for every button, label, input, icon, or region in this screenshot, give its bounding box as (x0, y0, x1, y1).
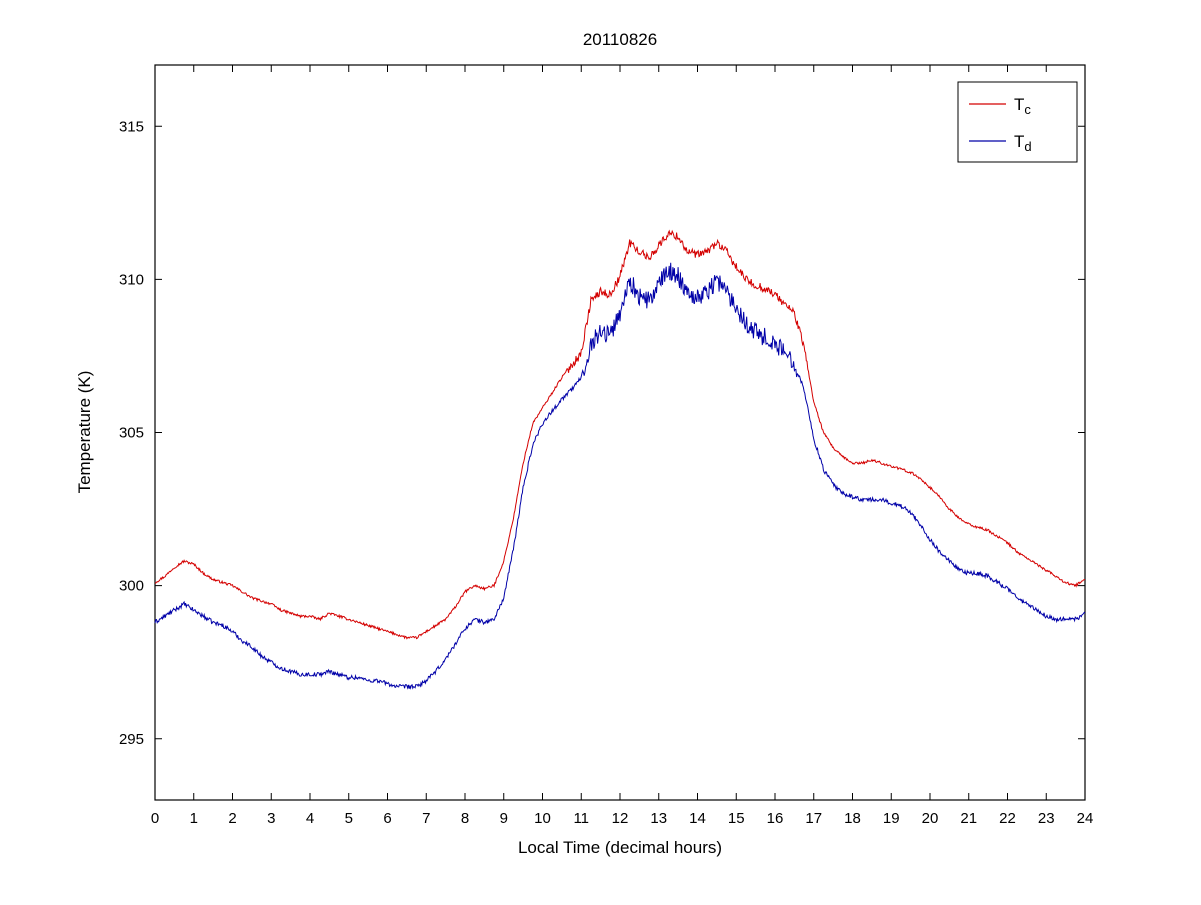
x-tick-label: 0 (151, 810, 159, 827)
x-tick-label: 5 (345, 810, 353, 827)
x-tick-label: 24 (1077, 810, 1094, 827)
x-tick-label: 23 (1038, 810, 1055, 827)
x-tick-label: 6 (383, 810, 391, 827)
y-tick-label: 300 (119, 578, 144, 595)
x-tick-label: 14 (689, 810, 706, 827)
x-tick-label: 9 (500, 810, 508, 827)
chart-title: 20110826 (583, 30, 657, 49)
x-tick-label: 19 (883, 810, 900, 827)
series-line-Tc (155, 229, 1086, 640)
y-axis-label: Temperature (K) (75, 371, 94, 494)
x-tick-label: 17 (805, 810, 822, 827)
y-tick-label: 305 (119, 425, 144, 442)
x-tick-label: 16 (767, 810, 784, 827)
y-tick-label: 315 (119, 118, 144, 135)
x-tick-label: 10 (534, 810, 551, 827)
x-tick-label: 8 (461, 810, 469, 827)
plot-area: 0 1 2 3 4 5 6 7 8 9 10 11 12 13 14 15 16 17 18 19 20 21 22 23 24… (119, 64, 1094, 827)
x-tick-label: 15 (728, 810, 745, 827)
x-tick-label: 3 (267, 810, 275, 827)
x-axis-label: Local Time (decimal hours) (518, 838, 722, 857)
x-tick-label: 22 (999, 810, 1016, 827)
y-tick-label: 310 (119, 271, 144, 288)
x-tick-label: 11 (573, 810, 589, 827)
x-tick-label: 4 (306, 810, 314, 827)
x-tick-label: 1 (190, 810, 198, 827)
x-tick-label: 7 (422, 810, 430, 827)
series-line-Td (154, 262, 1086, 690)
x-tick-label: 18 (844, 810, 861, 827)
x-tick-label: 12 (612, 810, 629, 827)
x-tick-label: 13 (650, 810, 667, 827)
x-tick-label: 2 (228, 810, 236, 827)
axes-box (154, 64, 1086, 801)
x-tick-label: 21 (960, 810, 977, 827)
legend (957, 81, 1078, 163)
y-tick-label: 295 (119, 731, 144, 748)
x-tick-label: 20 (922, 810, 939, 827)
